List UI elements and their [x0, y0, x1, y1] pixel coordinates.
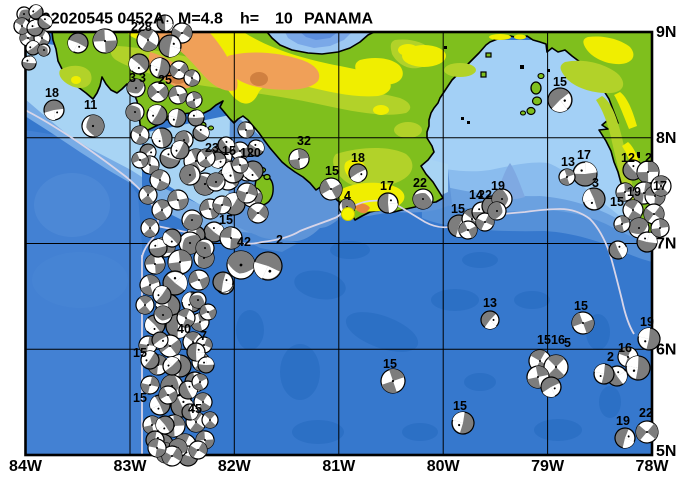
- svg-text:PANAMA: PANAMA: [304, 11, 373, 28]
- svg-text:15: 15: [537, 333, 551, 347]
- svg-text:13: 13: [561, 155, 575, 169]
- svg-text:5N: 5N: [656, 443, 676, 460]
- svg-text:25: 25: [158, 73, 172, 87]
- svg-text:9N: 9N: [656, 24, 676, 41]
- svg-text:42: 42: [237, 235, 251, 249]
- svg-text:7N: 7N: [656, 236, 676, 253]
- svg-text:19: 19: [640, 315, 654, 329]
- svg-text:M=4.8: M=4.8: [178, 11, 223, 28]
- svg-text:82W: 82W: [218, 458, 252, 475]
- svg-text:6N: 6N: [656, 341, 676, 358]
- svg-text:16: 16: [618, 341, 632, 355]
- svg-text:83W: 83W: [114, 458, 148, 475]
- svg-text:22: 22: [478, 188, 492, 202]
- svg-text:15: 15: [610, 195, 624, 209]
- svg-text:16: 16: [551, 333, 565, 347]
- svg-text:80W: 80W: [427, 458, 461, 475]
- svg-text:23: 23: [205, 141, 219, 155]
- svg-text:79W: 79W: [531, 458, 565, 475]
- svg-text:81W: 81W: [322, 458, 356, 475]
- svg-text:12: 12: [621, 151, 635, 165]
- svg-text:40: 40: [177, 322, 191, 336]
- svg-text:3: 3: [592, 176, 599, 190]
- svg-text:15: 15: [574, 299, 588, 313]
- svg-text:15: 15: [383, 357, 397, 371]
- svg-text:2: 2: [607, 350, 614, 364]
- svg-text:11: 11: [84, 98, 97, 112]
- svg-text:228: 228: [131, 20, 152, 34]
- svg-text:17: 17: [380, 179, 394, 193]
- svg-text:2: 2: [276, 233, 283, 247]
- svg-text:18: 18: [351, 151, 365, 165]
- svg-text:h=: h=: [240, 11, 259, 28]
- svg-text:15: 15: [553, 75, 567, 89]
- svg-text:22: 22: [413, 176, 427, 190]
- svg-text:15: 15: [453, 399, 467, 413]
- svg-text:4: 4: [344, 189, 351, 203]
- svg-text:2: 2: [645, 151, 652, 165]
- svg-text:13: 13: [483, 296, 497, 310]
- svg-text:15: 15: [133, 346, 147, 360]
- svg-text:19: 19: [627, 185, 641, 199]
- svg-text:15: 15: [222, 144, 236, 158]
- svg-text:22: 22: [639, 406, 653, 420]
- svg-text:19: 19: [616, 414, 630, 428]
- svg-text:32: 32: [297, 134, 311, 148]
- svg-text:15: 15: [325, 164, 339, 178]
- svg-text:17: 17: [577, 148, 591, 162]
- svg-text:15: 15: [219, 213, 233, 227]
- svg-text:3: 3: [139, 71, 146, 85]
- svg-text:45: 45: [188, 402, 202, 416]
- svg-text:17: 17: [653, 179, 667, 193]
- svg-text:78W: 78W: [636, 458, 670, 475]
- svg-text:8N: 8N: [656, 130, 676, 147]
- svg-text:3: 3: [129, 71, 136, 85]
- svg-text:14: 14: [469, 188, 483, 202]
- svg-text:5: 5: [564, 336, 571, 350]
- svg-text:1992020545 0452A: 1992020545 0452A: [24, 11, 165, 28]
- svg-text:7: 7: [200, 329, 207, 343]
- svg-text:19: 19: [491, 179, 505, 193]
- svg-text:84W: 84W: [9, 458, 43, 475]
- svg-text:10: 10: [275, 11, 293, 28]
- svg-text:18: 18: [45, 86, 59, 100]
- svg-text:120: 120: [240, 146, 261, 160]
- svg-text:15: 15: [451, 202, 465, 216]
- svg-text:15: 15: [133, 391, 147, 405]
